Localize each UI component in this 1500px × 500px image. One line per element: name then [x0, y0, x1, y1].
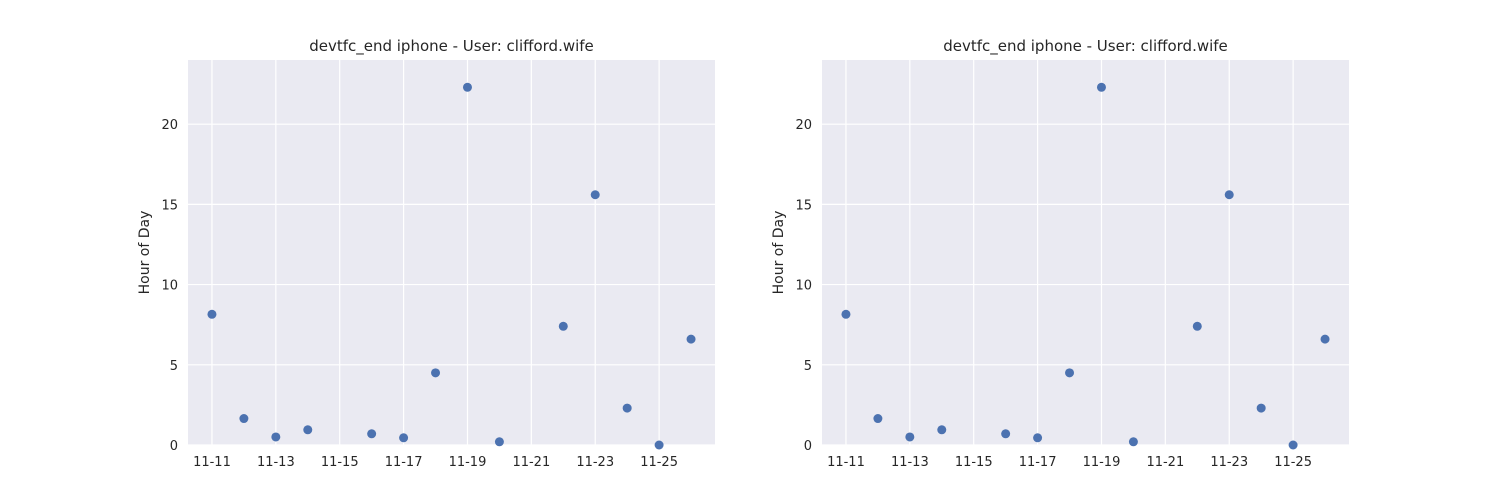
data-point	[431, 368, 441, 378]
data-point	[271, 432, 281, 442]
y-axis-label: Hour of Day	[771, 211, 787, 295]
y-tick-label: 15	[795, 198, 812, 213]
x-tick-label: 11-15	[955, 455, 993, 470]
data-point	[1192, 321, 1202, 331]
x-tick-label: 11-13	[891, 455, 929, 470]
y-axis-label: Hour of Day	[137, 211, 153, 295]
x-tick-label: 11-21	[1146, 455, 1184, 470]
x-tick-label: 11-11	[193, 455, 231, 470]
data-point	[1096, 82, 1106, 92]
y-tick-label: 0	[804, 439, 812, 454]
data-point	[462, 82, 472, 92]
data-point	[622, 403, 632, 413]
x-tick-label: 11-23	[1210, 455, 1248, 470]
x-tick-label: 11-17	[1019, 455, 1057, 470]
data-point	[1128, 437, 1138, 447]
chart-title: devtfc_end iphone - User: clifford.wife	[943, 37, 1228, 56]
data-point	[1256, 403, 1266, 413]
data-point	[1033, 433, 1043, 443]
x-tick-label: 11-21	[512, 455, 550, 470]
data-point	[1288, 440, 1298, 450]
y-tick-label: 15	[161, 198, 178, 213]
data-point	[1065, 368, 1075, 378]
data-point	[367, 429, 377, 439]
data-point	[494, 437, 504, 447]
y-tick-label: 20	[161, 118, 178, 133]
x-tick-label: 11-19	[1083, 455, 1121, 470]
x-tick-label: 11-23	[576, 455, 614, 470]
y-tick-label: 5	[170, 359, 178, 374]
x-tick-label: 11-15	[321, 455, 359, 470]
x-tick-label: 11-11	[827, 455, 865, 470]
x-tick-label: 11-13	[257, 455, 295, 470]
data-point	[239, 414, 249, 424]
data-point	[207, 309, 217, 319]
chart-title: devtfc_end iphone - User: clifford.wife	[309, 37, 594, 56]
plot-area	[822, 60, 1349, 445]
y-tick-label: 20	[795, 118, 812, 133]
data-point	[1001, 429, 1011, 439]
x-tick-label: 11-25	[640, 455, 678, 470]
data-point	[873, 414, 883, 424]
data-point	[686, 334, 696, 344]
data-point	[905, 432, 915, 442]
y-tick-label: 10	[161, 279, 178, 294]
data-point	[1320, 334, 1330, 344]
x-tick-label: 11-25	[1274, 455, 1312, 470]
chart-panel-2: 11-11 11-13 11-15 11-17 11-19 11-21 11-23 11-25…	[771, 37, 1349, 470]
x-tick-label: 11-17	[385, 455, 423, 470]
data-point	[1224, 190, 1234, 200]
plot-area	[188, 60, 715, 445]
y-tick-label: 5	[804, 359, 812, 374]
x-tick-label: 11-19	[449, 455, 487, 470]
y-tick-label: 10	[795, 279, 812, 294]
data-point	[654, 440, 664, 450]
data-point	[303, 425, 313, 435]
data-point	[558, 321, 568, 331]
y-tick-label: 0	[170, 439, 178, 454]
chart-panel-1: 11-11 11-13 11-15 11-17 11-19 11-21 11-23 11-25…	[137, 37, 715, 470]
data-point	[590, 190, 600, 200]
data-point	[841, 309, 851, 319]
data-point	[399, 433, 409, 443]
data-point	[937, 425, 947, 435]
